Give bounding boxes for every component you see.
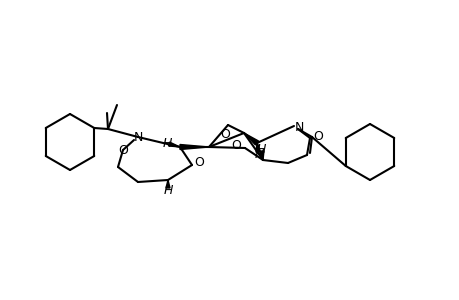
Text: O: O (313, 130, 322, 142)
Polygon shape (256, 143, 259, 152)
Text: O: O (118, 143, 128, 157)
Polygon shape (168, 142, 179, 147)
Text: H: H (256, 142, 265, 155)
Text: O: O (230, 139, 241, 152)
Text: N: N (133, 130, 142, 143)
Polygon shape (243, 133, 258, 145)
Text: O: O (219, 128, 230, 140)
Text: H: H (254, 148, 263, 160)
Polygon shape (179, 145, 208, 149)
Text: O: O (194, 155, 203, 169)
Polygon shape (259, 151, 263, 160)
Polygon shape (166, 180, 170, 188)
Text: H: H (162, 136, 171, 149)
Text: H: H (163, 184, 172, 196)
Text: N: N (294, 121, 303, 134)
